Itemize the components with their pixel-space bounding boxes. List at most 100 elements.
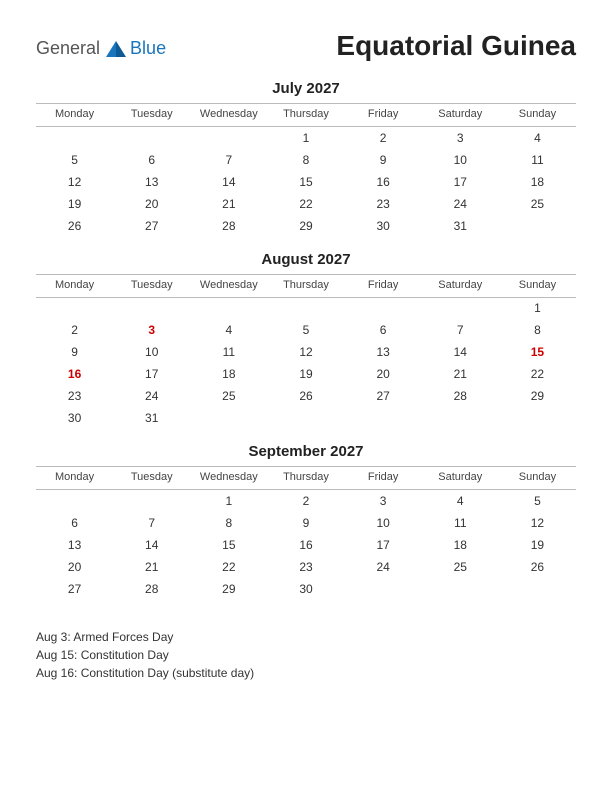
table-row: 3031 [36, 407, 576, 429]
day-cell [499, 215, 576, 237]
day-cell: 14 [190, 171, 267, 193]
day-cell: 10 [345, 512, 422, 534]
day-header: Friday [345, 467, 422, 490]
table-row: 262728293031 [36, 215, 576, 237]
day-cell: 6 [345, 319, 422, 341]
day-cell [190, 297, 267, 319]
day-cell: 12 [267, 341, 344, 363]
day-cell: 20 [113, 193, 190, 215]
day-cell: 31 [113, 407, 190, 429]
day-cell: 16 [267, 534, 344, 556]
calendar-table: MondayTuesdayWednesdayThursdayFridaySatu… [36, 103, 576, 237]
month-title: September 2027 [36, 443, 576, 460]
table-row: 19202122232425 [36, 193, 576, 215]
day-cell [499, 578, 576, 600]
month-block: September 2027 MondayTuesdayWednesdayThur… [36, 443, 576, 600]
table-row: 20212223242526 [36, 556, 576, 578]
day-cell: 21 [190, 193, 267, 215]
holiday-entry: Aug 15: Constitution Day [36, 646, 576, 664]
day-cell: 19 [36, 193, 113, 215]
day-cell [422, 297, 499, 319]
day-cell: 26 [499, 556, 576, 578]
day-cell: 25 [499, 193, 576, 215]
day-cell [113, 297, 190, 319]
holiday-list: Aug 3: Armed Forces DayAug 15: Constitut… [36, 628, 576, 682]
day-cell: 23 [345, 193, 422, 215]
day-cell: 26 [267, 385, 344, 407]
day-cell: 11 [190, 341, 267, 363]
day-header: Sunday [499, 467, 576, 490]
table-row: 12131415161718 [36, 171, 576, 193]
day-header: Tuesday [113, 467, 190, 490]
day-header: Monday [36, 274, 113, 297]
table-row: 23242526272829 [36, 385, 576, 407]
day-cell: 28 [422, 385, 499, 407]
day-cell: 24 [345, 556, 422, 578]
day-header: Thursday [267, 274, 344, 297]
day-cell: 22 [190, 556, 267, 578]
day-cell: 20 [36, 556, 113, 578]
day-cell [422, 407, 499, 429]
day-cell [499, 407, 576, 429]
day-cell: 26 [36, 215, 113, 237]
day-cell: 23 [267, 556, 344, 578]
day-cell: 6 [36, 512, 113, 534]
day-cell: 15 [190, 534, 267, 556]
logo: General Blue [36, 38, 166, 59]
day-cell: 13 [345, 341, 422, 363]
day-cell: 25 [190, 385, 267, 407]
day-cell: 10 [422, 149, 499, 171]
day-cell [267, 407, 344, 429]
day-cell: 21 [422, 363, 499, 385]
day-cell: 3 [113, 319, 190, 341]
day-cell [345, 297, 422, 319]
day-cell: 6 [113, 149, 190, 171]
day-cell [36, 127, 113, 149]
day-cell: 15 [499, 341, 576, 363]
day-header: Wednesday [190, 467, 267, 490]
day-header: Wednesday [190, 274, 267, 297]
day-cell: 4 [422, 490, 499, 512]
day-cell [345, 407, 422, 429]
day-header: Friday [345, 104, 422, 127]
table-row: 2345678 [36, 319, 576, 341]
day-cell [36, 297, 113, 319]
day-cell: 30 [36, 407, 113, 429]
logo-text-general: General [36, 38, 100, 59]
day-cell: 27 [113, 215, 190, 237]
day-cell: 7 [422, 319, 499, 341]
day-cell: 8 [190, 512, 267, 534]
day-cell: 23 [36, 385, 113, 407]
day-cell: 13 [36, 534, 113, 556]
table-row: 16171819202122 [36, 363, 576, 385]
month-block: July 2027MondayTuesdayWednesdayThursdayF… [36, 80, 576, 237]
day-cell: 16 [36, 363, 113, 385]
day-cell: 17 [113, 363, 190, 385]
day-cell [113, 127, 190, 149]
day-header: Saturday [422, 274, 499, 297]
day-cell: 11 [422, 512, 499, 534]
day-header: Wednesday [190, 104, 267, 127]
header: General Blue Equatorial Guinea [36, 30, 576, 62]
day-cell: 3 [422, 127, 499, 149]
day-cell: 31 [422, 215, 499, 237]
day-cell: 1 [190, 490, 267, 512]
month-title: August 2027 [36, 251, 576, 268]
table-row: 27282930 [36, 578, 576, 600]
day-header: Saturday [422, 467, 499, 490]
table-row: 9101112131415 [36, 341, 576, 363]
day-header: Sunday [499, 274, 576, 297]
day-cell [190, 127, 267, 149]
day-cell: 16 [345, 171, 422, 193]
day-cell: 14 [422, 341, 499, 363]
day-cell: 29 [190, 578, 267, 600]
day-cell: 9 [345, 149, 422, 171]
day-header: Thursday [267, 467, 344, 490]
day-cell: 28 [113, 578, 190, 600]
day-cell: 12 [36, 171, 113, 193]
day-header: Monday [36, 467, 113, 490]
day-cell: 25 [422, 556, 499, 578]
page-title: Equatorial Guinea [336, 30, 576, 62]
table-row: 6789101112 [36, 512, 576, 534]
holiday-entry: Aug 3: Armed Forces Day [36, 628, 576, 646]
